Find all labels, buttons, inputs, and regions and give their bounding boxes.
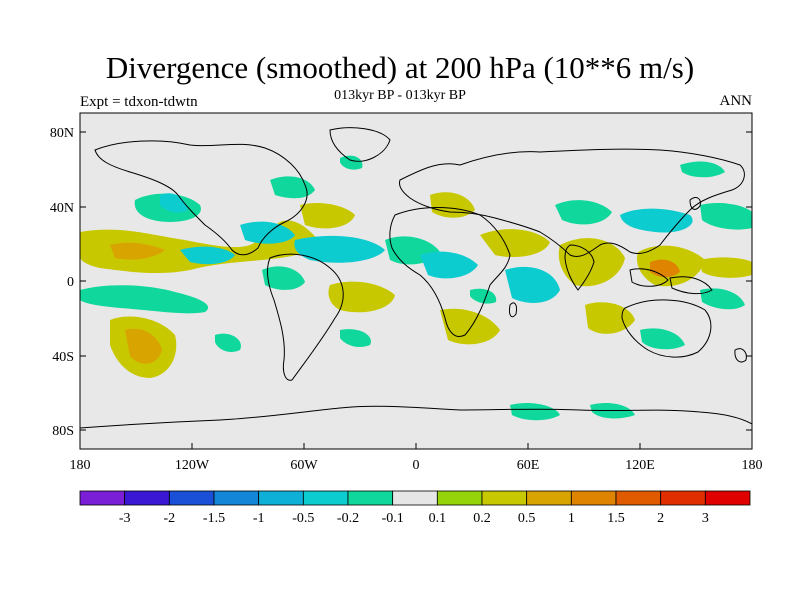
contour-neg	[505, 266, 560, 303]
contour-neg	[180, 246, 235, 265]
colorbar-labels: -3 -2 -1.5 -1 -0.5 -0.2 -0.1 0.1 0.2 0.5 1 1.5 2 3	[119, 511, 709, 526]
plot-subtitle: 013kyr BP - 013kyr BP	[334, 88, 466, 103]
contour-neg	[240, 221, 295, 244]
coastline-africa	[389, 207, 511, 337]
coastline-north-america	[94, 140, 308, 256]
colorbar-swatch	[526, 490, 572, 506]
contour-neg-weak	[80, 285, 209, 314]
experiment-label: Expt = tdxon-tdwtn	[80, 94, 198, 110]
coastline-new-zealand	[734, 348, 747, 363]
contour-pos-europe	[430, 192, 475, 218]
contour-neg-weak	[700, 202, 752, 230]
coastline-madagascar	[509, 302, 517, 318]
contour-pos	[585, 302, 635, 334]
colorbar-label: -0.1	[382, 511, 404, 526]
colorbar-swatch	[615, 490, 662, 506]
colorbar-label: 0.5	[518, 511, 536, 526]
coastline-japan	[689, 197, 701, 210]
contour-neg-weak	[340, 155, 363, 170]
colorbar	[79, 490, 751, 506]
colorbar-swatch	[124, 490, 170, 506]
contour-neg-weak	[640, 328, 685, 350]
colorbar-swatch	[436, 490, 483, 506]
lat-label: 40N	[50, 201, 74, 216]
contour-pos-peak	[110, 242, 165, 260]
lat-label: 80N	[50, 126, 74, 141]
colorbar-label: 0.2	[473, 511, 491, 526]
axis-ticks	[79, 131, 753, 449]
colorbar-label: 1	[568, 511, 575, 526]
lat-label: 0	[67, 275, 74, 290]
coastline-australia	[621, 299, 712, 358]
contour-pos	[480, 229, 550, 258]
colorbar-label: -0.5	[292, 511, 314, 526]
contour-neg-weak	[510, 403, 560, 421]
contour-neg-weak	[470, 288, 497, 304]
contour-neg-africa	[420, 251, 478, 279]
colorbar-label: 1.5	[607, 511, 625, 526]
coastline-south-america	[266, 253, 344, 381]
colorbar-swatch	[347, 490, 394, 506]
coastline-antarctica	[80, 405, 752, 429]
colorbar-swatch	[79, 490, 126, 506]
contour-neg-weak	[215, 333, 241, 353]
longitude-labels: 180 120W 60W 0 60E 120E 180	[70, 458, 763, 473]
lon-label: 60W	[290, 458, 318, 473]
divergence-field	[80, 155, 752, 421]
contour-neg-amazon	[294, 235, 385, 263]
colorbar-swatch	[660, 490, 706, 506]
colorbar-label: -1.5	[203, 511, 225, 526]
contour-neg	[160, 193, 188, 213]
lon-label: 0	[413, 458, 420, 473]
coastline-new-guinea	[669, 276, 713, 295]
lat-label: 80S	[52, 424, 74, 439]
colorbar-swatch	[168, 490, 215, 506]
colorbar-label: -2	[163, 511, 175, 526]
contour-pos	[300, 203, 355, 229]
lon-label: 120E	[625, 458, 655, 473]
latitude-labels: 80N 40N 0 40S 80S	[50, 126, 74, 439]
colorbar-swatch	[481, 490, 528, 506]
colorbar-swatch	[213, 490, 260, 506]
coastlines	[80, 127, 752, 429]
colorbar-swatch	[258, 490, 304, 506]
contour-neg-weak	[262, 266, 305, 290]
lon-label: 180	[742, 458, 763, 473]
contour-neg-weak	[680, 161, 725, 178]
lon-label: 180	[70, 458, 91, 473]
lon-label: 60E	[517, 458, 540, 473]
colorbar-swatch	[302, 490, 349, 506]
colorbar-label: 0.1	[429, 511, 447, 526]
colorbar-swatch	[570, 490, 617, 506]
colorbar-swatch	[392, 490, 438, 506]
contour-neg-weak	[700, 288, 745, 310]
lon-label: 120W	[175, 458, 210, 473]
colorbar-label: -1	[253, 511, 265, 526]
plot-title: Divergence (smoothed) at 200 hPa (10**6 …	[105, 50, 695, 85]
colorbar-label: -3	[119, 511, 131, 526]
contour-pos-atlantic	[328, 281, 395, 313]
contour-neg-weak	[340, 329, 371, 348]
coastline-greenland	[329, 127, 391, 162]
map-background	[80, 113, 752, 449]
colorbar-swatch	[704, 490, 751, 506]
colorbar-label: -0.2	[337, 511, 359, 526]
colorbar-label: 2	[657, 511, 664, 526]
contour-pos-india	[558, 238, 625, 287]
colorbar-label: 3	[702, 511, 709, 526]
contour-neg-weak	[555, 200, 612, 225]
coastline-indonesia	[629, 268, 669, 287]
contour-pos	[700, 257, 752, 278]
coastline-eurasia	[399, 148, 745, 258]
coastline-india	[564, 244, 595, 291]
season-label: ANN	[719, 93, 753, 109]
contour-pos-peak	[125, 328, 162, 364]
lat-label: 40S	[52, 350, 74, 365]
